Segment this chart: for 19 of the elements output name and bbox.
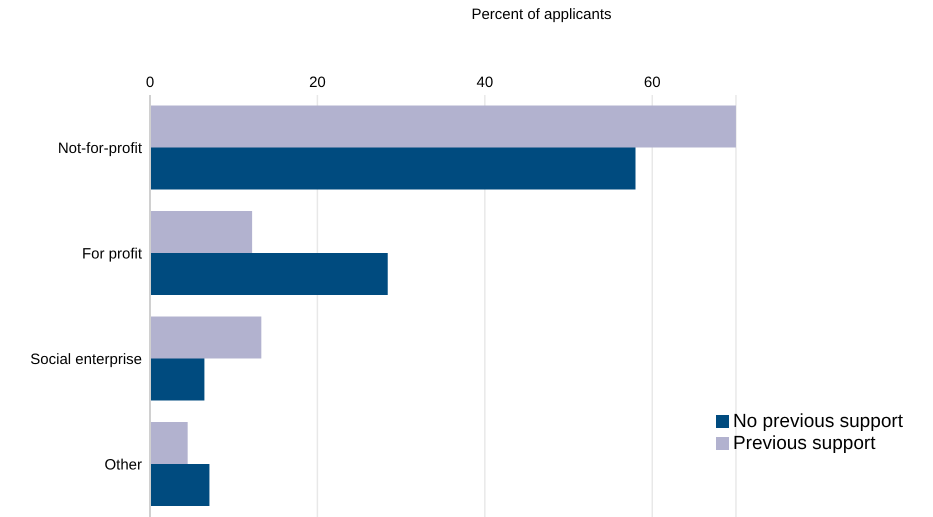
- bar: [150, 358, 204, 401]
- y-tick-label: Other: [104, 456, 142, 474]
- bar: [150, 316, 262, 359]
- y-tick-label: Social enterprise: [30, 351, 142, 368]
- bar: [150, 464, 210, 506]
- legend-label: No previous support: [732, 411, 903, 432]
- legend-label: Previous support: [732, 433, 876, 454]
- bar: [150, 422, 188, 464]
- bar: [150, 106, 736, 148]
- bar: [150, 253, 388, 296]
- x-axis-title: Percent of applicants: [470, 6, 613, 23]
- y-tick-label: For profit: [82, 246, 143, 263]
- bar: [150, 211, 252, 254]
- x-tick-label: 0: [146, 74, 154, 91]
- bar: [150, 148, 636, 190]
- x-tick-label: 60: [644, 74, 661, 91]
- y-tick-label: Not-for-profit: [58, 140, 143, 158]
- x-tick-label: 20: [309, 74, 326, 91]
- x-tick-label: 40: [476, 74, 494, 91]
